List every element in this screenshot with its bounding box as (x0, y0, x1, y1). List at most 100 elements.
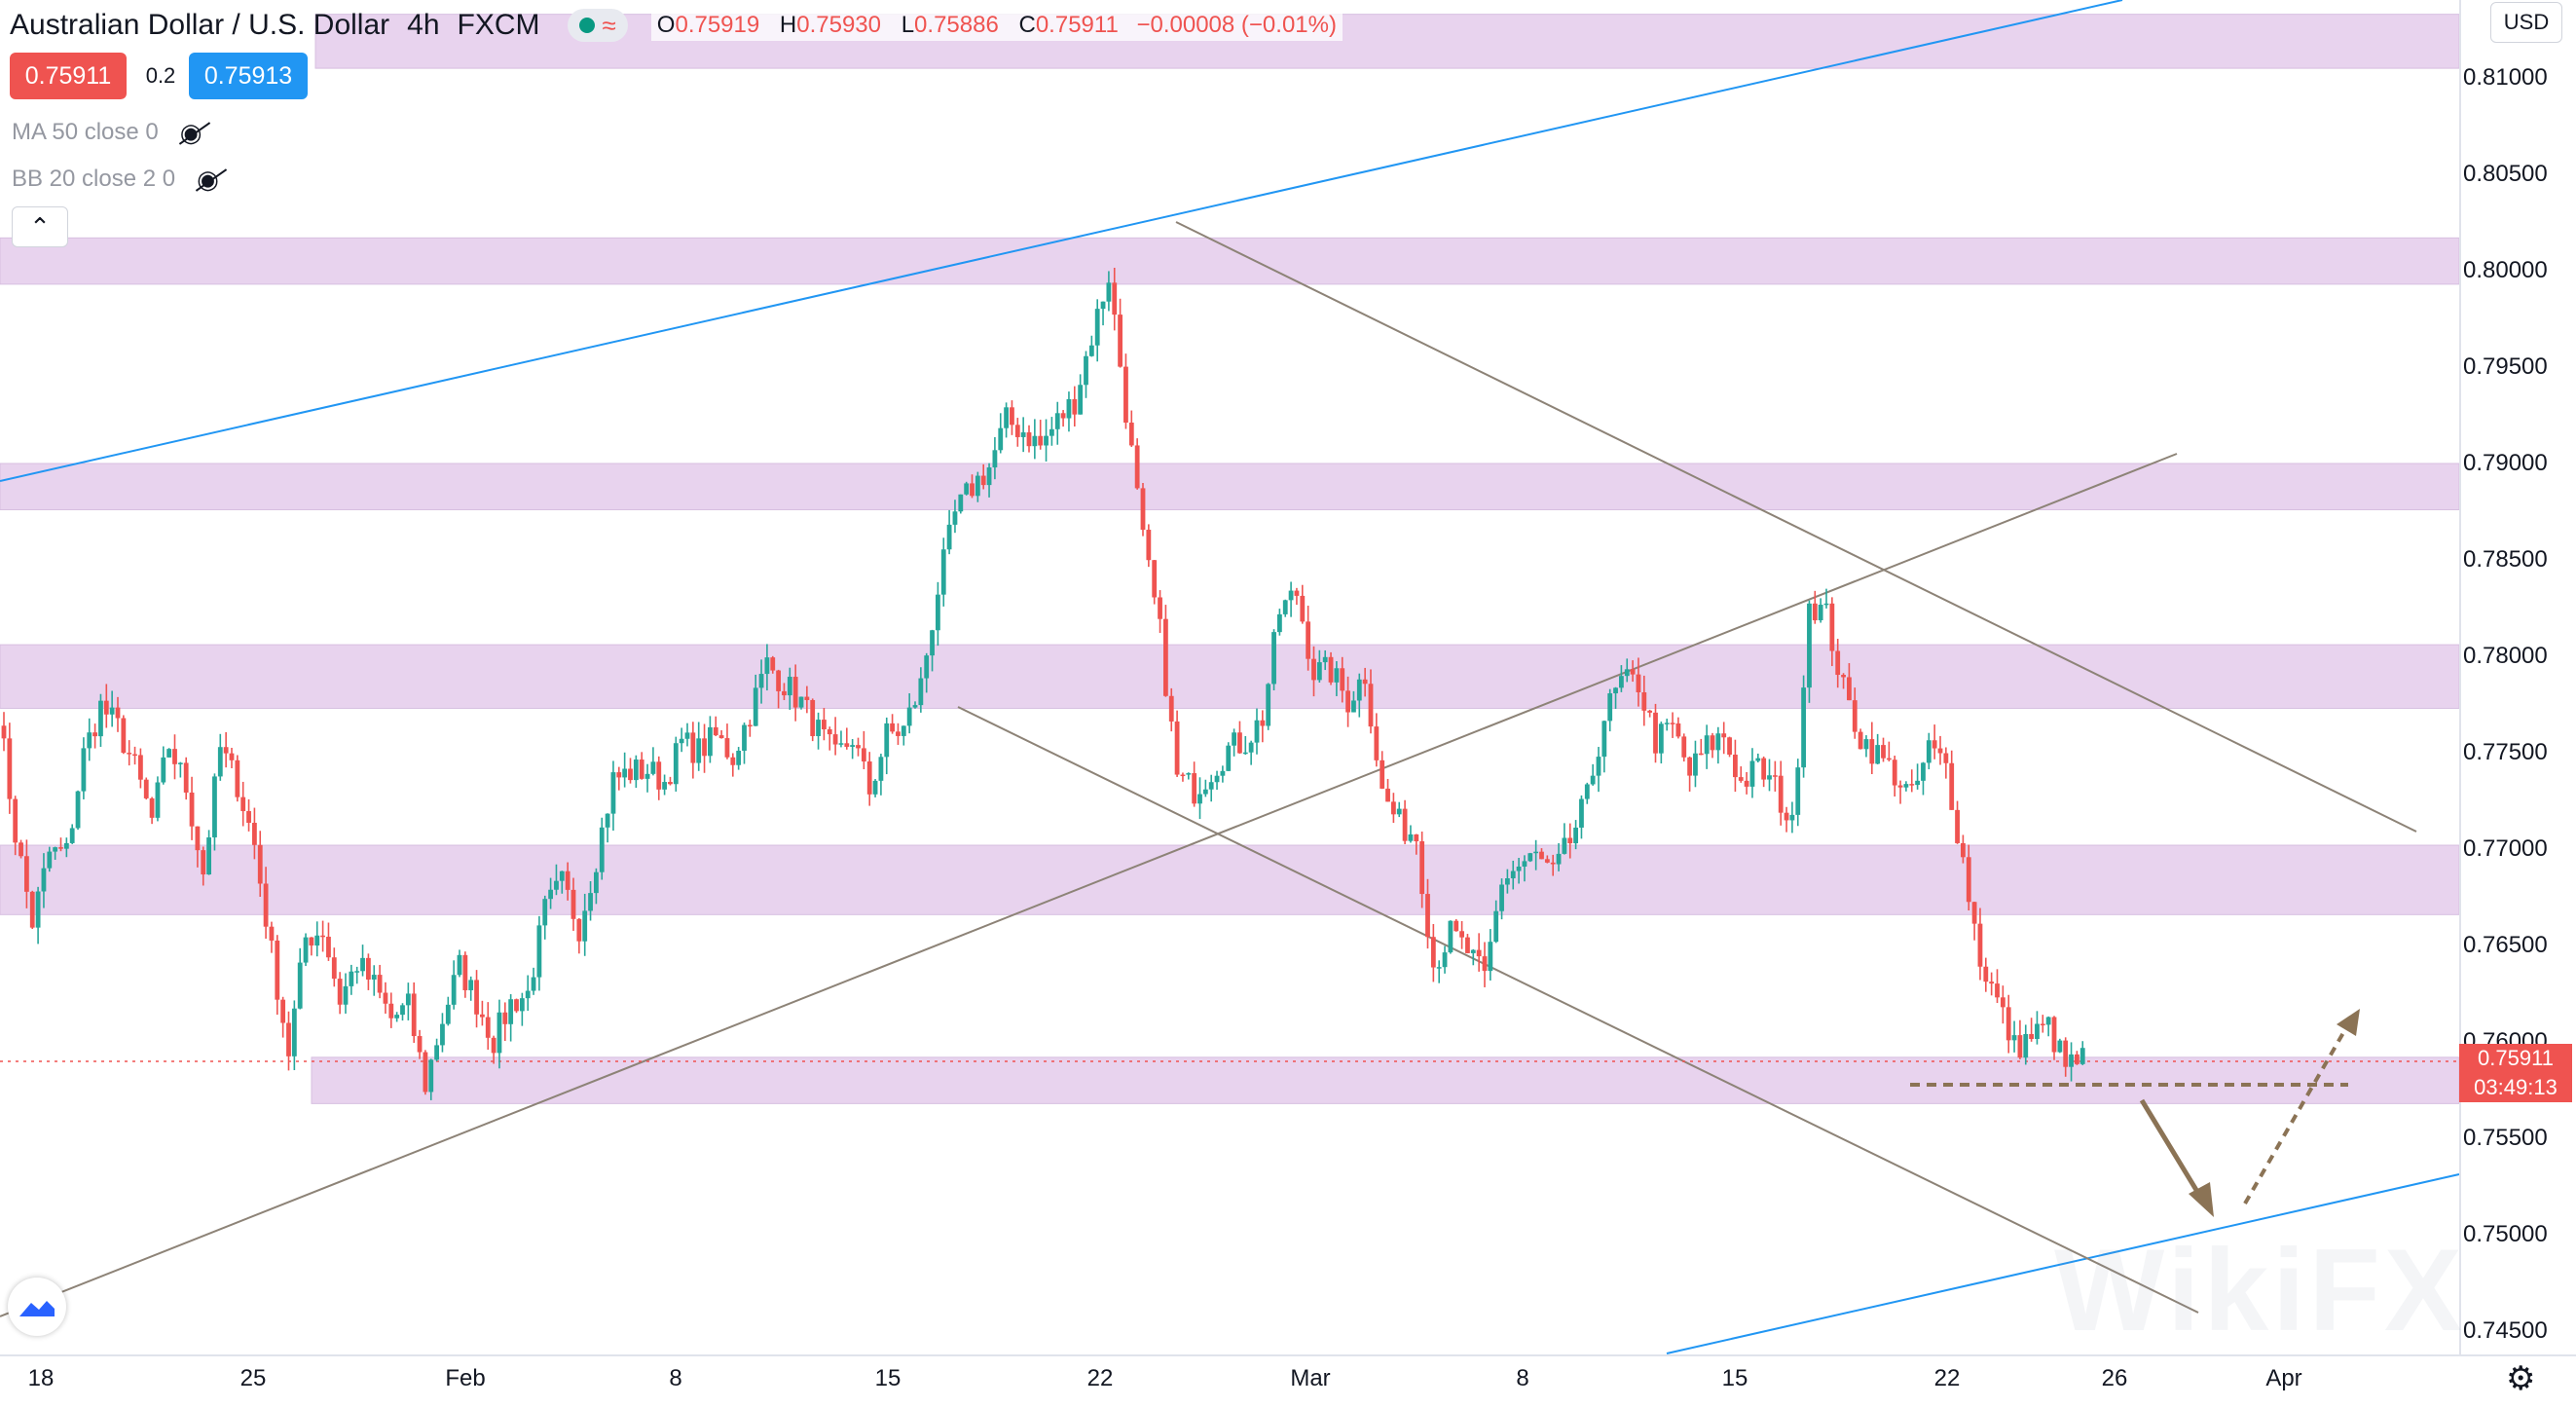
candle-bearish (1858, 731, 1863, 750)
candle-bearish (417, 1036, 423, 1053)
candle-bearish (776, 670, 781, 691)
candle-bearish (856, 745, 861, 749)
candle-bearish (1961, 842, 1966, 858)
candle-bullish (1704, 735, 1710, 755)
candle-bullish (2011, 1035, 2017, 1041)
interval-label[interactable]: 4h (407, 9, 440, 41)
candle-bullish (742, 724, 747, 752)
candle-bearish (13, 798, 18, 843)
candle-bullish (787, 677, 792, 696)
buy-button[interactable]: 0.75913 (189, 53, 308, 99)
candle-bearish (320, 935, 325, 938)
candle-bullish (1316, 662, 1322, 681)
candle-bearish (1698, 753, 1704, 756)
candle-bullish (1226, 745, 1232, 771)
candle-bullish (1863, 739, 1869, 750)
candle-bullish (1664, 723, 1670, 724)
candle-bearish (326, 937, 331, 958)
candle-bearish (383, 992, 388, 1004)
candle-bearish (103, 700, 109, 715)
candle-bearish (1653, 712, 1658, 754)
candle-bullish (605, 813, 610, 828)
candle-bearish (240, 797, 246, 811)
candle-bearish (1971, 902, 1977, 924)
candle-bullish (1277, 613, 1282, 633)
candle-bearish (1869, 739, 1875, 764)
candle-bearish (1544, 859, 1550, 863)
candle-bullish (1448, 920, 1454, 953)
candle-bearish (1539, 851, 1544, 860)
indicator-bb[interactable]: BB 20 close 2 0 ◉ (12, 160, 219, 199)
eye-crossed-icon[interactable]: ◉ (197, 164, 219, 194)
sell-button[interactable]: 0.75911 (10, 53, 127, 99)
candle-bearish (252, 822, 257, 845)
candle-bearish (1168, 695, 1174, 722)
indicator-bb-label: BB 20 close 2 0 (12, 166, 176, 192)
candle-bullish (708, 726, 713, 757)
y-tick-label: 0.76500 (2463, 932, 2548, 958)
y-tick-label: 0.79000 (2463, 450, 2548, 476)
candle-bearish (1943, 753, 1949, 763)
candle-bearish (896, 731, 901, 736)
candle-bearish (1362, 679, 1368, 685)
market-status[interactable]: ≈ (567, 9, 628, 42)
candle-bearish (1995, 983, 2000, 998)
candle-bearish (1306, 621, 1311, 659)
close-value: 0.75911 (1035, 12, 1119, 38)
candle-bullish (1334, 668, 1340, 683)
market-open-dot (578, 18, 595, 33)
candle-bullish (559, 871, 565, 881)
candle-bullish (1579, 798, 1584, 828)
currency-button[interactable]: USD (2490, 2, 2562, 43)
candle-bearish (485, 1017, 491, 1038)
candle-bearish (143, 779, 149, 798)
countdown-label: 03:49:13 (2459, 1073, 2572, 1102)
candle-bullish (291, 1008, 297, 1056)
y-tick-label: 0.78500 (2463, 546, 2548, 573)
candle-bullish (1499, 884, 1504, 911)
candle-bullish (736, 751, 742, 765)
indicator-ma[interactable]: MA 50 close 0 ◉ (12, 113, 202, 152)
candle-bullish (155, 782, 161, 818)
candle-bullish (47, 851, 53, 869)
candle-bearish (115, 707, 121, 719)
candle-bearish (7, 738, 13, 799)
candle-bullish (1242, 752, 1248, 755)
collapse-legend-button[interactable]: ⌃ (12, 206, 68, 247)
current-price-label: 0.75911 (2459, 1044, 2572, 1073)
eye-crossed-icon[interactable]: ◉ (179, 117, 202, 147)
candle-bearish (1311, 658, 1316, 681)
tradingview-logo[interactable] (8, 1278, 66, 1336)
symbol-name[interactable]: Australian Dollar / U.S. Dollar (10, 9, 390, 41)
candle-bullish (53, 847, 58, 852)
y-tick-label: 0.77000 (2463, 835, 2548, 862)
candle-bullish (878, 757, 884, 781)
candle-bullish (918, 678, 924, 706)
candle-bullish (1282, 600, 1288, 614)
candle-bearish (474, 980, 479, 1015)
candle-bearish (514, 999, 519, 1012)
candle-bearish (1829, 603, 1835, 651)
ohlc-values: O0.75919 H0.75930 L0.75886 C0.75911 −0.0… (650, 10, 1343, 41)
candle-bearish (1778, 775, 1784, 813)
candle-bullish (1522, 861, 1527, 867)
zone-1 (0, 237, 2460, 285)
candle-bullish (1693, 753, 1698, 776)
candle-bearish (1072, 398, 1078, 415)
y-tick-label: 0.81000 (2463, 64, 2548, 91)
candle-bearish (149, 797, 155, 818)
candle-bullish (35, 891, 41, 928)
candle-bullish (1020, 432, 1026, 437)
candle-bullish (816, 720, 821, 736)
gear-icon[interactable]: ⚙ (2506, 1360, 2536, 1397)
candle-bearish (890, 723, 895, 732)
candle-bullish (696, 738, 702, 763)
candle-bullish (1584, 784, 1590, 799)
candle-bullish (1078, 385, 1084, 415)
candle-bearish (656, 761, 662, 790)
falling-resistance-line (1175, 221, 2417, 833)
candle-bullish (1926, 740, 1932, 763)
candle-bullish (297, 962, 303, 1009)
candle-bearish (1675, 723, 1681, 737)
